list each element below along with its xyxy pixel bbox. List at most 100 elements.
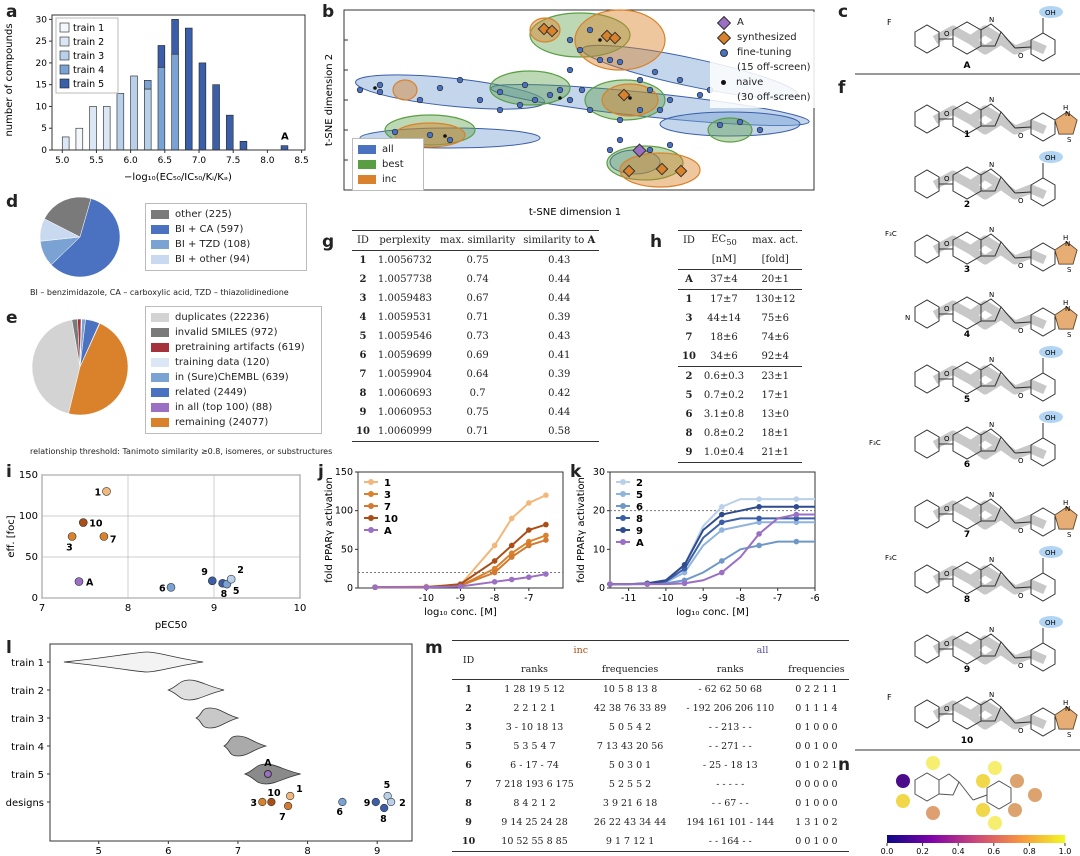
k-plot-xlabel: log₁₀ conc. [M] [676, 607, 749, 618]
i-point-label: 10 [89, 519, 103, 530]
svg-text:A: A [964, 61, 971, 71]
i-point-10 [78, 518, 88, 527]
naive-point [373, 86, 377, 90]
panel-e-caption: relationship threshold: Tanimoto similar… [30, 447, 333, 456]
fine-tuning-point [586, 26, 594, 34]
k-plot-marker-A [793, 511, 800, 518]
panel-e-pie [31, 318, 129, 416]
k-plot-xtick-label: -11 [621, 593, 637, 604]
j-plot-xtick-label: -9 [456, 593, 465, 604]
j-plot-ylabel: fold PPARγ activation [324, 477, 335, 583]
legend-fine-tuning: fine-tuning [737, 47, 792, 58]
table-h-row: A 37±4 20±1 [678, 270, 803, 290]
a-ytick-label: 5 [41, 124, 47, 134]
naive-point [443, 134, 447, 138]
hist-bar-train-5 [171, 19, 179, 55]
hist-bar-train-2 [102, 106, 111, 151]
panel-label-a: a [6, 2, 18, 22]
k-plot-legend-marker [620, 479, 626, 485]
j-plot-marker-10 [526, 527, 532, 533]
fine-tuning-point [636, 76, 644, 84]
i-xtick-label: 8 [125, 603, 131, 614]
panel-label-j: j [318, 462, 324, 482]
a-legend-swatch [59, 64, 70, 75]
table-h: ID EC50 max. act. [nM] [fold] A 37±4 20±1 1 17±… [678, 230, 803, 463]
k-plot-xtick-label: -6 [810, 593, 819, 604]
i-point-A [74, 577, 84, 586]
j-plot-legend-marker [368, 515, 374, 521]
j-plot-legend-label: 3 [384, 490, 391, 501]
n-tick-label: 0.0 [881, 847, 894, 856]
naive-point [628, 96, 632, 100]
panel-d-legend: other (225) BI + CA (597) BI + TZD (108)… [145, 203, 307, 271]
j-plot-marker-7 [508, 554, 515, 560]
synthesized-marker [674, 164, 688, 178]
n-tick-label: 0.2 [916, 847, 929, 856]
l-design-5 [383, 791, 392, 801]
fine-tuning-point [756, 126, 764, 134]
l-design-8 [380, 803, 389, 813]
l-xtick-label: 5 [96, 846, 102, 856]
k-plot-xtick-label: -9 [698, 593, 707, 604]
i-ylabel: eff. [foc] [6, 515, 17, 557]
panel-b-ylabel: t-SNE dimension 2 [324, 54, 335, 146]
fine-tuning-point [546, 91, 554, 99]
hist-bar-train-5 [226, 114, 234, 151]
a-ytick-label: 0 [41, 146, 47, 156]
panel-a-legend: train 1 train 2 train 3 train 4 train 5 [55, 17, 119, 94]
k-plot-ytick-label: 0 [599, 583, 605, 594]
hist-bar-train-5 [212, 84, 220, 151]
k-plot-ytick-label: 20 [593, 506, 605, 517]
panel-d-pie [39, 196, 121, 277]
legend-naive-note: (30 off-screen) [737, 92, 811, 103]
legend-bi-ca: BI + CA (597) [175, 224, 244, 235]
j-plot-xlabel: log₁₀ conc. [M] [424, 607, 497, 618]
hist-bar-train-5 [157, 45, 166, 68]
l-design-6 [338, 797, 347, 807]
table-h-row: 5 0.7±0.2 17±1 [685, 390, 789, 401]
tsne-region-all [490, 83, 810, 127]
j-plot-legend-marker [368, 503, 374, 509]
a-legend-label: train 1 [73, 23, 104, 34]
fine-tuning-point [496, 106, 504, 114]
j-plot-legend-label: 10 [384, 514, 398, 525]
synthesized-marker [617, 88, 631, 102]
l-design-7 [283, 801, 293, 811]
l-compound-a [263, 770, 272, 778]
i-xtick-label: 10 [294, 603, 307, 614]
j-plot-marker-A [543, 571, 549, 577]
svg-text:F: F [887, 693, 892, 702]
j-plot-marker-A [372, 584, 378, 591]
i-xtick-label: 9 [211, 603, 217, 614]
panel-n-attribution: 0.0 0.2 0.4 0.6 0.8 1.0 [881, 756, 1071, 856]
a-legend-swatch [59, 22, 70, 33]
j-plot-marker-10 [491, 558, 498, 564]
legend-bi-tzd: BI + TZD (108) [175, 239, 251, 250]
k-plot-marker-8 [681, 565, 688, 572]
j-plot-legend-marker [368, 479, 374, 485]
fine-tuning-point [636, 106, 644, 114]
k-plot-marker-9 [719, 511, 725, 518]
k-plot-legend-marker [620, 539, 626, 545]
j-plot-ytick-label: 150 [335, 467, 353, 478]
j-plot-marker-3 [543, 532, 549, 539]
k-plot-marker-A [681, 580, 688, 587]
hist-bar-train-1 [75, 127, 84, 151]
k-plot-marker-2 [719, 504, 725, 510]
l-design-label: 8 [380, 814, 387, 825]
pie-slice [39, 218, 81, 242]
k-plot-marker-A [607, 581, 613, 587]
k-plot-marker-A [644, 581, 651, 587]
panel-e-legend: duplicates (22236) invalid SMILES (972) … [145, 306, 322, 434]
table-g-row: 5 1.0059546 0.73 0.43 [359, 331, 571, 342]
table-h-row: 6 3.1±0.8 13±0 [685, 409, 789, 420]
l-design-9 [371, 797, 380, 807]
svg-text:F₃C: F₃C [885, 230, 897, 238]
panel-label-g: g [322, 232, 335, 252]
a-legend-swatch [59, 36, 70, 47]
